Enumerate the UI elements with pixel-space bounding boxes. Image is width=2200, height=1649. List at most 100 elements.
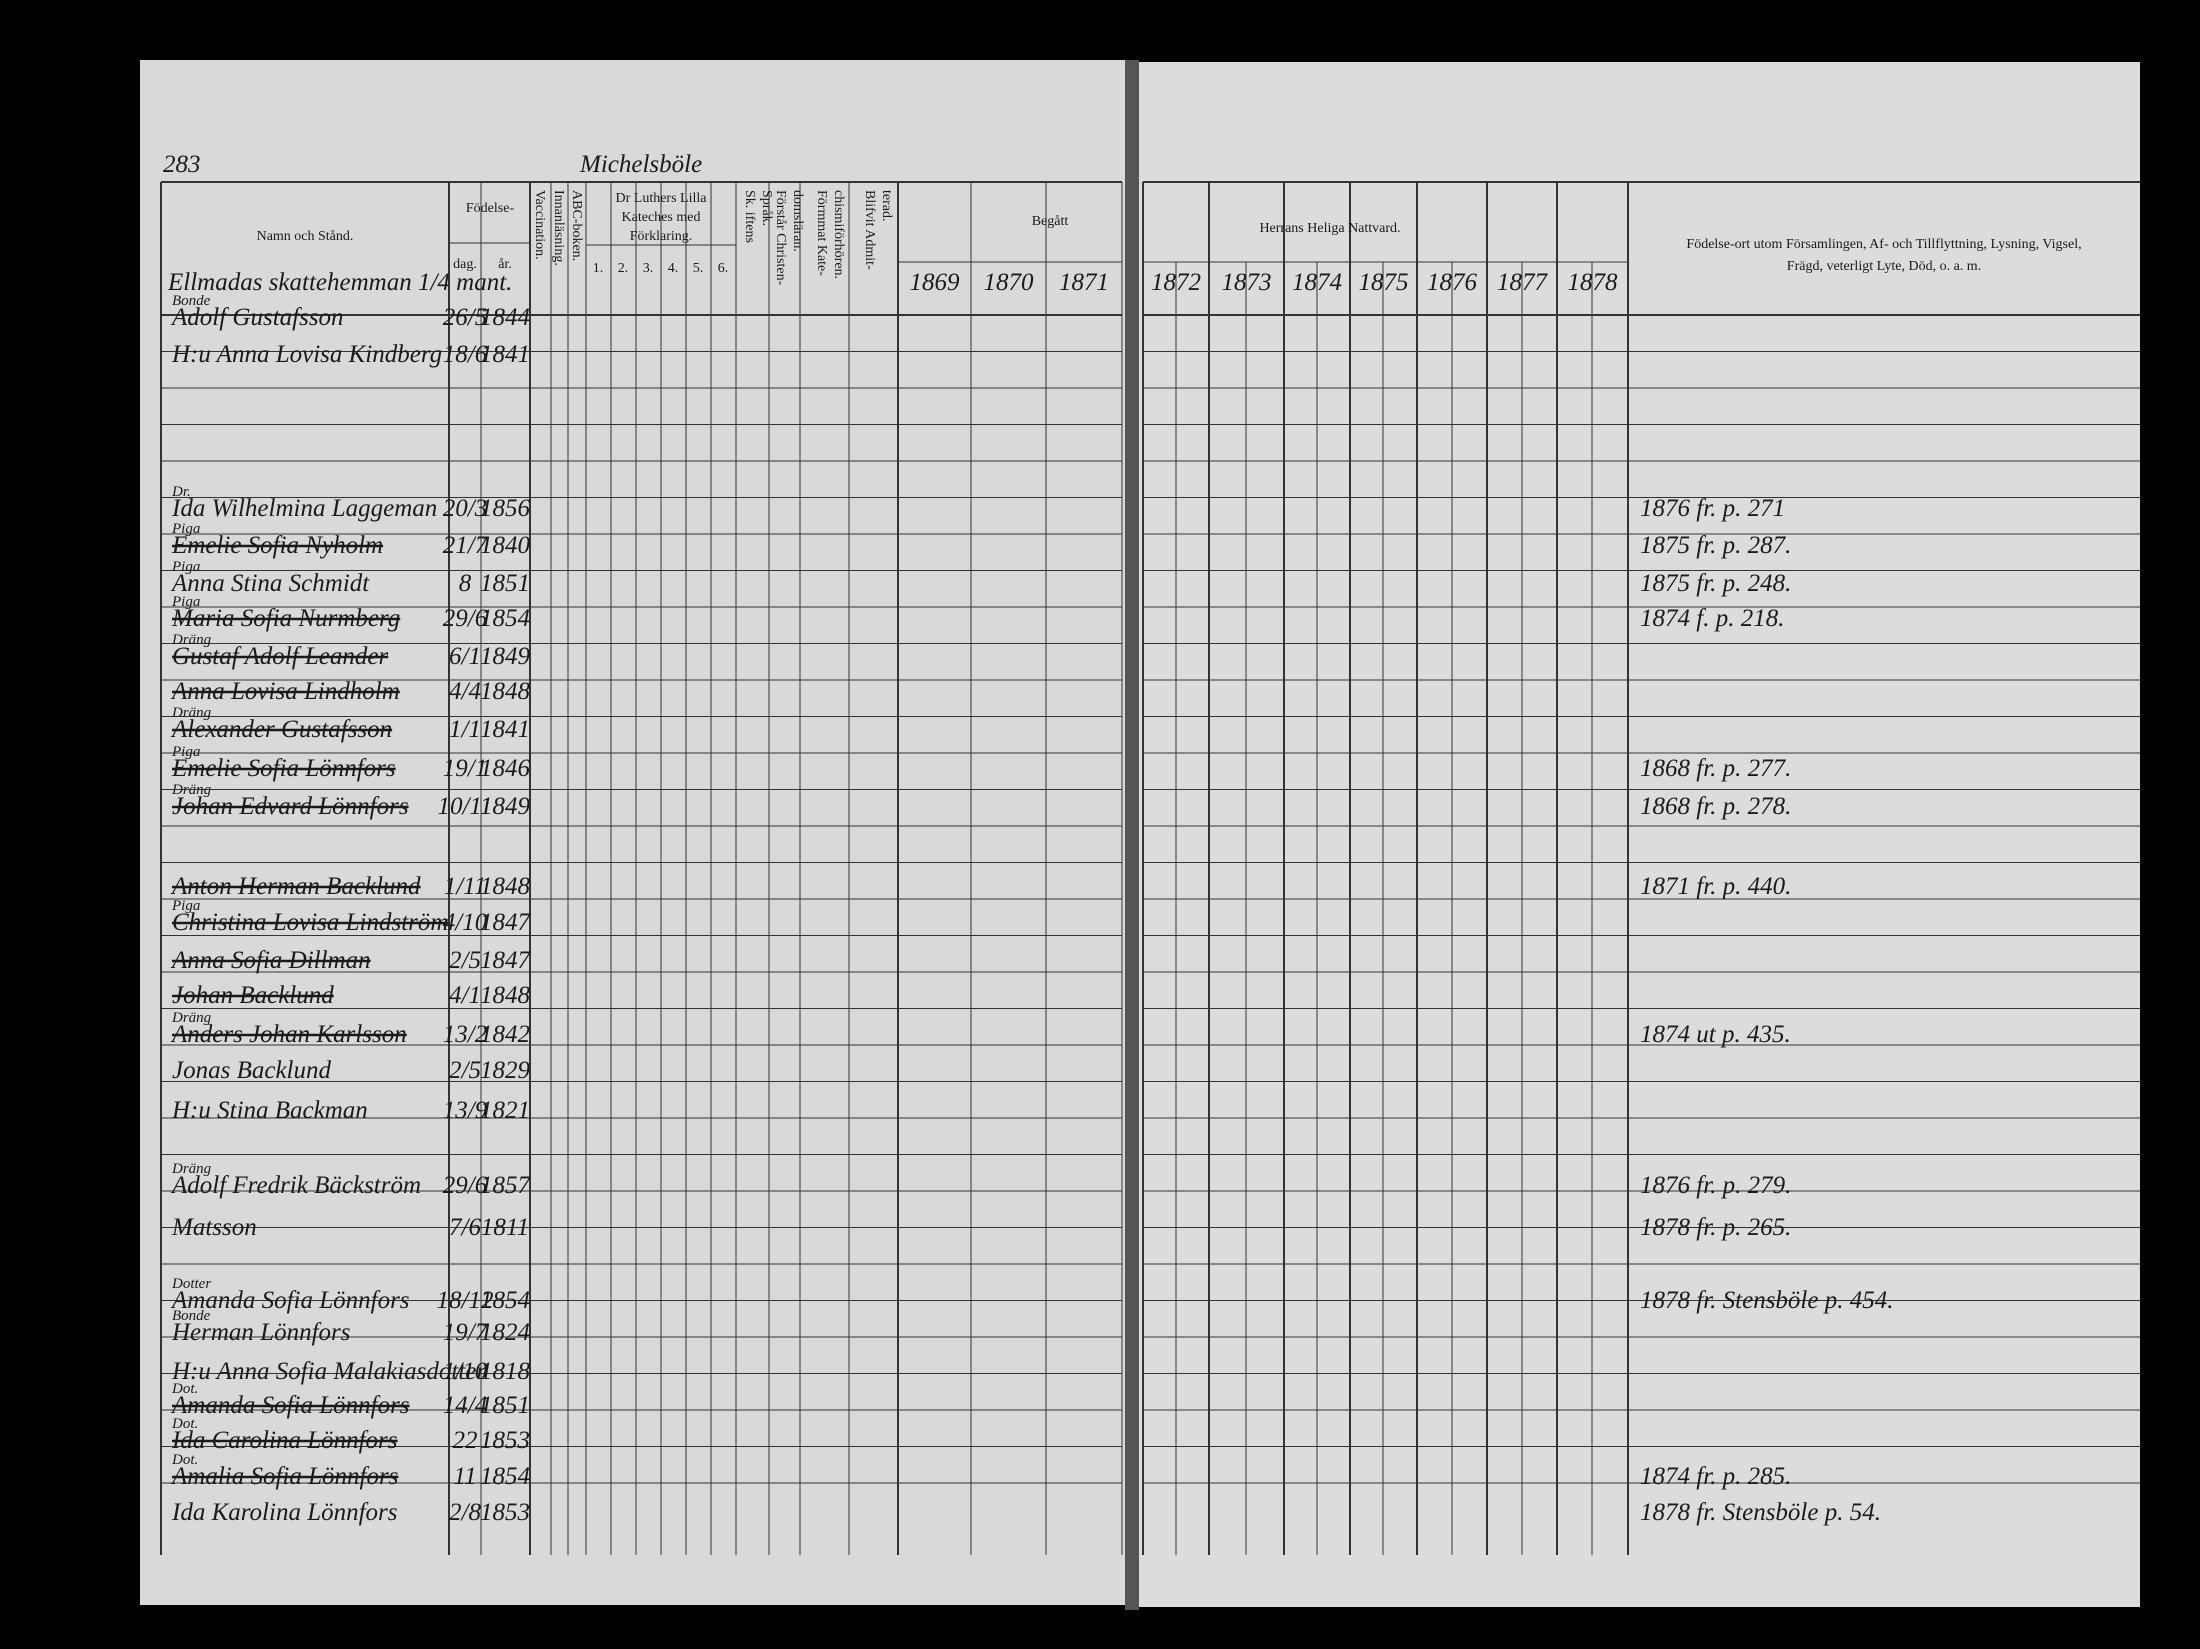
col-header: 4. (668, 261, 679, 276)
birth-year: 1841 (480, 716, 530, 743)
title: Piga (171, 744, 200, 760)
remark: 1868 fr. p. 277. (1640, 755, 1791, 782)
remark: 1868 fr. p. 278. (1640, 793, 1791, 820)
name: Emelie Sofia Nyholm (171, 532, 383, 559)
title: Dräng (171, 1010, 212, 1026)
col-header: Förstår Christen- (773, 190, 788, 286)
col-header: chismiförhören. (831, 190, 846, 279)
col-header: Födelse-ort utom Församlingen, Af- och T… (1686, 237, 2081, 252)
name: Matsson (171, 1214, 257, 1241)
birth-day: 1/11 (444, 873, 487, 900)
birth-day: 4/4 (449, 678, 481, 705)
col-header: Kateches med (622, 210, 701, 225)
birth-day: 19/7 (443, 1319, 489, 1346)
col-header: Vaccination. (532, 190, 547, 260)
year: 1878 (1568, 269, 1619, 296)
col-header: Sk. iftens (742, 190, 757, 243)
birth-year: 1824 (480, 1319, 530, 1346)
name: Ida Carolina Lönnfors (171, 1427, 398, 1454)
birth-day: 4/10 (443, 909, 488, 936)
col-header: ABC-boken. (569, 190, 584, 261)
birth-day: 26/5 (443, 304, 487, 331)
birth-year: 1829 (480, 1057, 531, 1084)
name: Alexander Gustafsson (170, 716, 392, 743)
name: Amanda Sofia Lönnfors (170, 1392, 410, 1419)
year: 1874 (1292, 269, 1342, 296)
name: Anna Lovisa Lindholm (170, 678, 400, 705)
name: Christina Lovisa Lindström (172, 909, 448, 936)
title: Dot. (171, 1452, 198, 1468)
col-header: domsläran. (790, 190, 805, 252)
name: Amalia Sofia Lönnfors (170, 1463, 398, 1490)
col-header: Förmmat Kate- (814, 190, 829, 276)
title: Dräng (171, 632, 212, 648)
birth-day: 18/12 (437, 1287, 494, 1314)
title: Dräng (171, 705, 212, 721)
col-header: Språk. (759, 190, 774, 226)
left-page (140, 60, 1130, 1605)
name: Emelie Sofia Lönnfors (171, 755, 396, 782)
name: Ida Wilhelmina Laggeman (171, 495, 437, 522)
birth-day: 2/5 (449, 947, 481, 974)
name: H:u Stina Backman (171, 1097, 368, 1124)
birth-day: 13/2 (443, 1021, 487, 1048)
col-header: 1. (593, 261, 604, 276)
birth-day: 21/7 (443, 532, 489, 559)
title: Dräng (171, 782, 212, 798)
title: Bonde (172, 1308, 211, 1324)
year: 1871 (1059, 269, 1109, 296)
name: H:u Anna Lovisa Kindberg (171, 341, 442, 368)
birth-year: 1854 (480, 1463, 530, 1490)
year: 1873 (1222, 269, 1272, 296)
name: Anders Johan Karlsson (170, 1021, 407, 1048)
page-number: 283 (163, 151, 201, 178)
birth-day: 4/1 (449, 982, 481, 1009)
birth-year: 1856 (480, 495, 531, 522)
birth-year: 1841 (480, 341, 530, 368)
year: 1869 (910, 269, 961, 296)
birth-year: 1818 (480, 1358, 531, 1385)
name: Jonas Backlund (172, 1057, 331, 1084)
birth-day: 14/4 (443, 1392, 487, 1419)
birth-day: 20/3 (443, 495, 487, 522)
remark: 1871 fr. p. 440. (1640, 873, 1791, 900)
birth-year: 1849 (480, 643, 531, 670)
col-header: dag. (453, 257, 477, 272)
name: Adolf Gustafsson (170, 304, 344, 331)
title: Bonde (172, 293, 211, 309)
right-page (1137, 62, 2140, 1607)
birth-year: 1821 (480, 1097, 530, 1124)
year: 1876 (1427, 269, 1478, 296)
col-header: 2. (618, 261, 629, 276)
gutter (1125, 60, 1139, 1610)
col-header: 5. (693, 261, 704, 276)
title: Dotter (171, 1276, 211, 1292)
birth-day: 7/6 (449, 1214, 481, 1241)
birth-day: 29/6 (443, 605, 488, 632)
col-header: Herrans Heliga Nattvard. (1259, 221, 1400, 236)
title: Piga (171, 521, 200, 537)
birth-year: 1854 (480, 1287, 530, 1314)
title: Dr. (171, 484, 191, 500)
title: Piga (171, 594, 200, 610)
name: Amanda Sofia Lönnfors (170, 1287, 410, 1314)
name: Herman Lönnfors (171, 1319, 351, 1346)
birth-year: 1840 (480, 532, 531, 559)
name: Maria Sofia Nurmberg (171, 605, 400, 632)
col-header: Frägd, veterligt Lyte, Död, o. a. m. (1787, 259, 1981, 274)
birth-year: 1854 (480, 605, 530, 632)
name: Anna Sofia Dillman (170, 947, 371, 974)
birth-day: 2/8 (449, 1499, 481, 1526)
name: Anna Stina Schmidt (170, 570, 370, 597)
col-header: Blifvit Admit- (862, 190, 877, 270)
birth-year: 1857 (480, 1172, 532, 1199)
birth-day: 8 (459, 570, 472, 597)
remark: 1878 fr. Stensböle p. 54. (1640, 1499, 1881, 1526)
birth-year: 1853 (480, 1499, 530, 1526)
col-header: Innanläsning. (551, 190, 566, 266)
title: Piga (171, 898, 200, 914)
remark: 1878 fr. Stensböle p. 454. (1640, 1287, 1893, 1314)
birth-day: 10/11 (437, 793, 492, 820)
